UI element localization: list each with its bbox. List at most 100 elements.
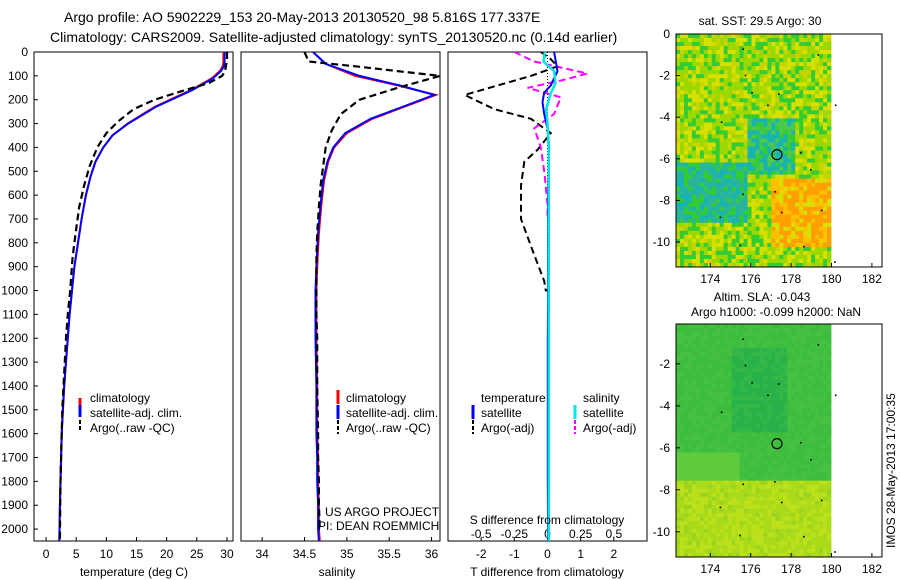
map-cell: [747, 444, 752, 449]
map-cell: [676, 356, 681, 361]
map-cell: [763, 174, 768, 180]
map-cell: [795, 114, 800, 119]
map-cell: [775, 194, 780, 200]
map-cell: [755, 460, 760, 466]
map-cell: [819, 106, 824, 111]
map-cell: [711, 162, 717, 167]
map-cell: [787, 254, 792, 260]
x-tick-5: 5: [73, 547, 80, 561]
map-cell: [807, 512, 812, 518]
map-cell: [827, 50, 832, 55]
map-cell: [699, 336, 705, 341]
map-cell: [775, 328, 780, 333]
map-cell: [775, 444, 780, 449]
map-cell: [711, 222, 717, 228]
map-dot: [803, 535, 805, 538]
map-cell: [811, 54, 816, 59]
map-cell: [807, 460, 812, 466]
map-cell: [727, 328, 733, 333]
map-cell: [719, 536, 725, 542]
map-cell: [735, 344, 740, 349]
map-cell: [735, 508, 740, 514]
map-cell: [759, 238, 764, 244]
map-cell: [707, 110, 713, 115]
map-cell: [683, 170, 689, 176]
map-cell: [827, 206, 832, 212]
map-cell: [707, 58, 713, 63]
map-cell: [763, 54, 768, 59]
map-cell: [695, 178, 701, 184]
map-cell: [751, 532, 756, 538]
map-cell: [719, 70, 725, 75]
map-cell: [795, 118, 800, 123]
map-cell: [771, 364, 776, 369]
map-cell: [695, 436, 701, 441]
map-cell: [719, 110, 725, 115]
map-cell: [767, 352, 772, 357]
map-cell: [743, 384, 748, 389]
map-cell: [775, 408, 780, 413]
map-cell: [807, 532, 812, 538]
map-cell: [779, 372, 784, 377]
map-cell: [735, 46, 740, 51]
map-cell: [727, 380, 733, 385]
map-cell: [703, 496, 709, 502]
map-cell: [676, 452, 681, 457]
map-cell: [743, 440, 748, 445]
map-cell: [699, 66, 705, 71]
map-cell: [727, 238, 733, 244]
map-cell: [727, 396, 733, 401]
depth-tick-1600: 1600: [1, 427, 28, 441]
map-cell: [703, 456, 709, 461]
map-cell: [695, 162, 701, 167]
map-cell: [779, 142, 784, 147]
map-cell: [695, 258, 701, 264]
map-cell: [715, 488, 721, 494]
map-cell: [827, 90, 832, 95]
map-cell: [799, 242, 804, 248]
map-cell: [743, 512, 748, 518]
map-cell: [783, 42, 788, 47]
map-cell: [683, 328, 689, 333]
map-cell: [735, 174, 740, 180]
map-cell: [819, 540, 824, 546]
map-cell: [691, 392, 697, 397]
map-cell: [743, 416, 748, 421]
map-cell: [767, 66, 772, 71]
map-cell: [727, 324, 733, 329]
map-cell: [755, 360, 760, 365]
map-cell: [823, 376, 828, 381]
map-cell: [763, 436, 768, 441]
map-cell: [739, 440, 744, 445]
map-cell: [679, 356, 685, 361]
salinity-legend: climatology satellite-adj. clim. Argo(..…: [336, 390, 438, 435]
map-cell: [719, 54, 725, 59]
map-cell: [731, 476, 737, 482]
map-cell: [707, 460, 713, 466]
map-cell: [775, 428, 780, 433]
map-cell: [723, 376, 729, 381]
map-cell: [719, 488, 725, 494]
map-cell: [719, 484, 725, 490]
map-cell: [799, 392, 804, 397]
map-cell: [795, 444, 800, 449]
map-cell: [687, 520, 693, 526]
map-cell: [767, 396, 772, 401]
map-cell: [676, 238, 681, 244]
map-cell: [691, 118, 697, 123]
map-cell: [735, 202, 740, 208]
map-cell: [751, 348, 756, 353]
map-cell: [763, 552, 768, 558]
map-cell: [827, 230, 832, 236]
map-cell: [803, 536, 808, 542]
map-cell: [711, 38, 717, 43]
map-cell: [723, 230, 729, 236]
map-cell: [779, 110, 784, 115]
map-cell: [683, 42, 689, 47]
map-cell: [683, 424, 689, 429]
map-cell: [767, 54, 772, 59]
map-cell: [699, 428, 705, 433]
map-cell: [819, 504, 824, 510]
map-cell: [811, 416, 816, 421]
map-cell: [791, 170, 796, 176]
